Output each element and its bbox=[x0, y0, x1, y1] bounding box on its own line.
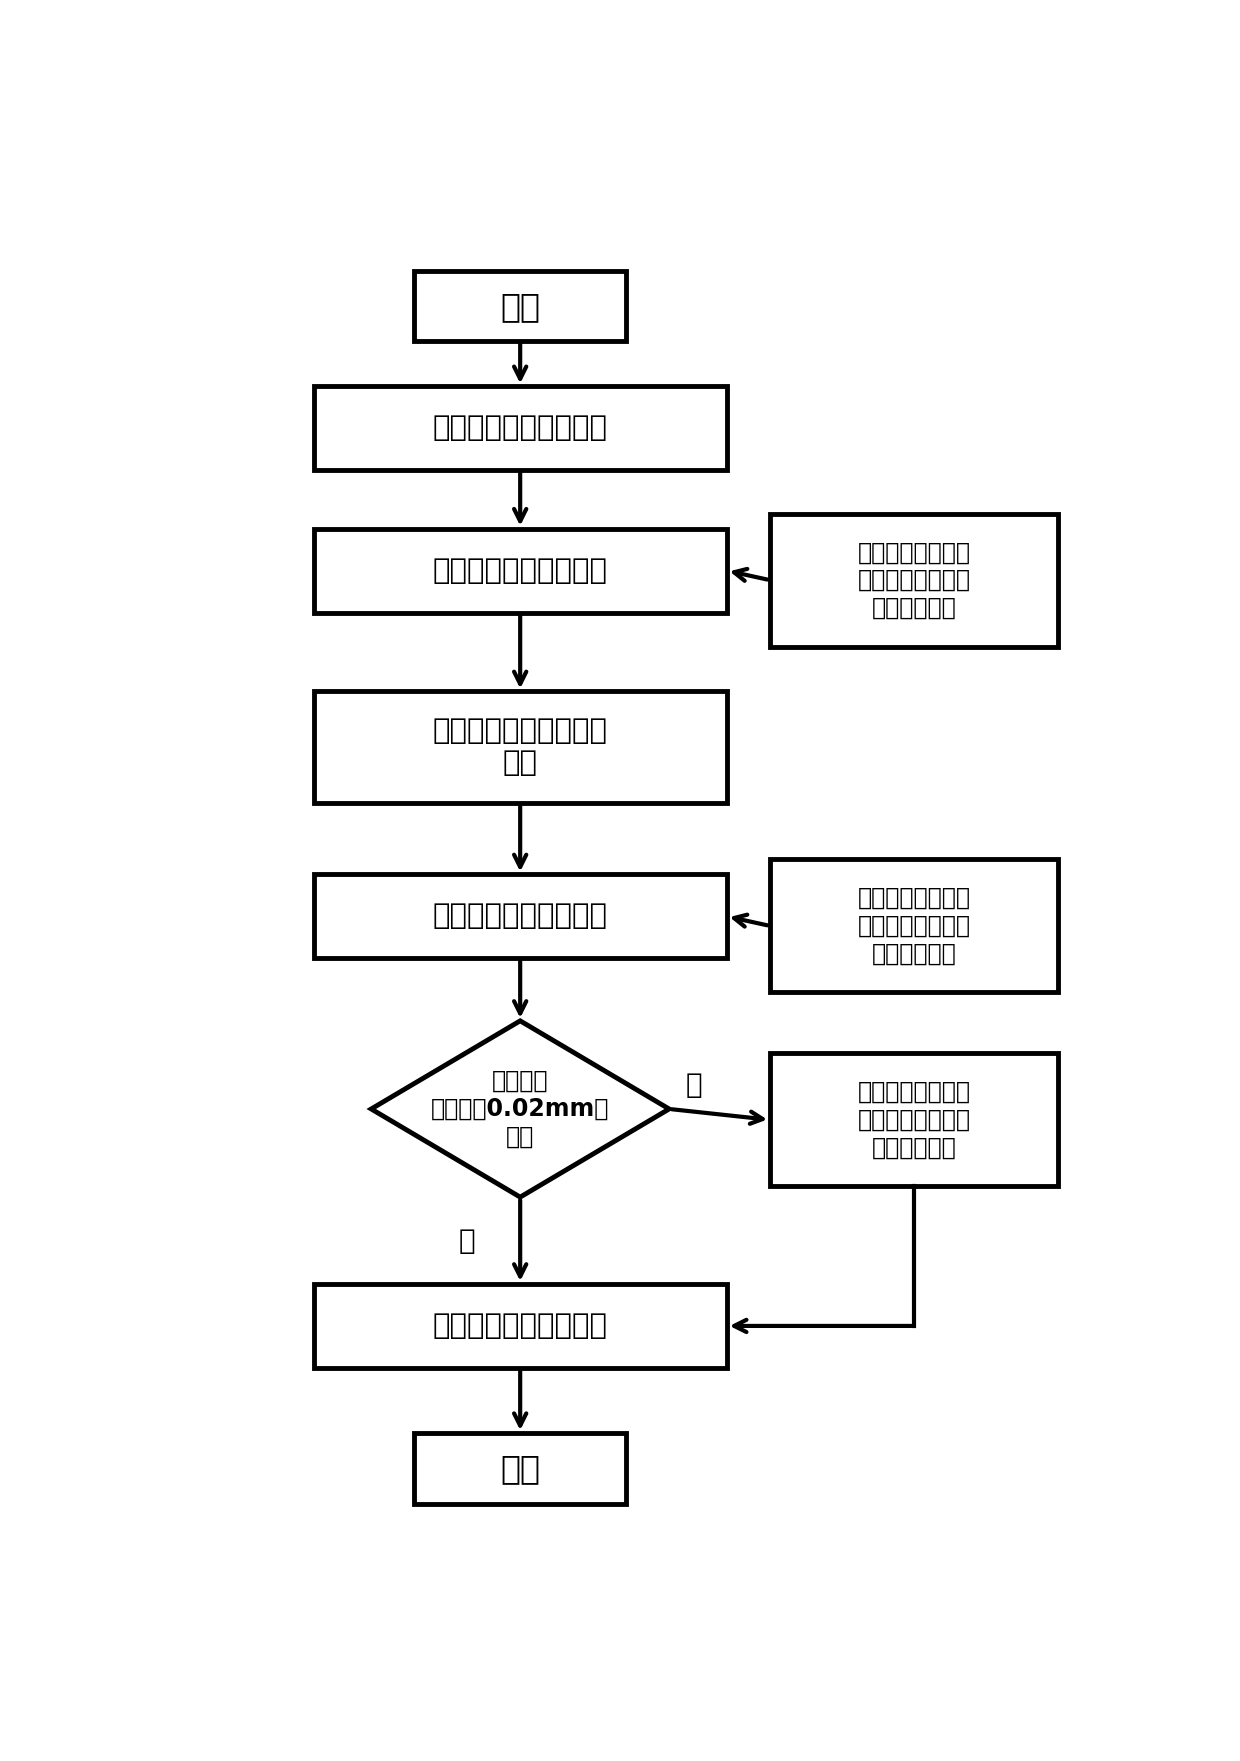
Text: 数控系统程序控制
的联机式自动检测
齿轮相位装置: 数控系统程序控制 的联机式自动检测 齿轮相位装置 bbox=[858, 886, 971, 965]
Text: 相位误差量检测和记录: 相位误差量检测和记录 bbox=[433, 902, 608, 930]
Polygon shape bbox=[371, 1021, 670, 1197]
FancyBboxPatch shape bbox=[414, 1433, 626, 1504]
Text: 右旋齿轮全部加工完成: 右旋齿轮全部加工完成 bbox=[433, 1312, 608, 1340]
Text: 右旋齿轮插齿部分加工
完成: 右旋齿轮插齿部分加工 完成 bbox=[433, 717, 608, 777]
FancyBboxPatch shape bbox=[770, 859, 1058, 993]
FancyBboxPatch shape bbox=[314, 692, 727, 803]
Text: 左右齿轮
相位误差0.02mm以
内？: 左右齿轮 相位误差0.02mm以 内？ bbox=[432, 1069, 609, 1148]
FancyBboxPatch shape bbox=[314, 386, 727, 470]
FancyBboxPatch shape bbox=[770, 514, 1058, 646]
Text: 左旋齿轮插齿加工完成: 左旋齿轮插齿加工完成 bbox=[433, 414, 608, 442]
Text: 开始: 开始 bbox=[500, 291, 541, 322]
FancyBboxPatch shape bbox=[314, 528, 727, 613]
Text: 相位误差量检测和记录: 相位误差量检测和记录 bbox=[433, 556, 608, 585]
Text: 是: 是 bbox=[459, 1226, 476, 1254]
Text: 数控系统根据补偿
量控制刀架体进行
相位误差补偿: 数控系统根据补偿 量控制刀架体进行 相位误差补偿 bbox=[858, 1079, 971, 1160]
FancyBboxPatch shape bbox=[314, 1284, 727, 1368]
Text: 数控系统程序控制
的联机式自动检测
齿轮相位装置: 数控系统程序控制 的联机式自动检测 齿轮相位装置 bbox=[858, 541, 971, 620]
Text: 否: 否 bbox=[686, 1071, 703, 1099]
FancyBboxPatch shape bbox=[414, 271, 626, 342]
Text: 结束: 结束 bbox=[500, 1451, 541, 1485]
FancyBboxPatch shape bbox=[770, 1053, 1058, 1187]
FancyBboxPatch shape bbox=[314, 875, 727, 958]
